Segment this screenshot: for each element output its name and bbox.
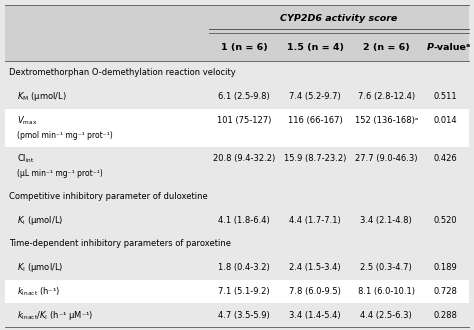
Text: 7.6 (2.8-12.4): 7.6 (2.8-12.4) bbox=[358, 92, 415, 101]
Text: 20.8 (9.4-32.2): 20.8 (9.4-32.2) bbox=[213, 154, 275, 163]
Text: 7.4 (5.2-9.7): 7.4 (5.2-9.7) bbox=[289, 92, 341, 101]
Text: 0.189: 0.189 bbox=[434, 263, 457, 272]
Bar bbox=[5, 303, 469, 327]
Text: Cl$_\mathrm{int}$: Cl$_\mathrm{int}$ bbox=[17, 153, 34, 165]
Text: 3.4 (1.4-5.4): 3.4 (1.4-5.4) bbox=[290, 311, 341, 320]
Text: Competitive inhibitory parameter of duloxetine: Competitive inhibitory parameter of dulo… bbox=[9, 192, 208, 201]
Text: $K_\mathrm{M}$ (μmol/L): $K_\mathrm{M}$ (μmol/L) bbox=[17, 90, 66, 103]
Text: 0.511: 0.511 bbox=[434, 92, 457, 101]
Bar bbox=[5, 256, 469, 280]
Text: Dextromethorphan O-demethylation reaction velocity: Dextromethorphan O-demethylation reactio… bbox=[9, 68, 236, 78]
Text: 8.1 (6.0-10.1): 8.1 (6.0-10.1) bbox=[358, 287, 415, 296]
Text: 101 (75-127): 101 (75-127) bbox=[217, 116, 271, 125]
Text: Time-dependent inhibitory parameters of paroxetine: Time-dependent inhibitory parameters of … bbox=[9, 239, 231, 248]
Text: $V_\mathrm{max}$: $V_\mathrm{max}$ bbox=[17, 115, 37, 127]
Bar bbox=[5, 5, 469, 33]
Text: 4.7 (3.5-5.9): 4.7 (3.5-5.9) bbox=[218, 311, 270, 320]
Text: 2 (n = 6): 2 (n = 6) bbox=[363, 43, 410, 51]
Text: 2.5 (0.3-4.7): 2.5 (0.3-4.7) bbox=[360, 263, 412, 272]
Text: 0.288: 0.288 bbox=[434, 311, 457, 320]
Text: 15.9 (8.7-23.2): 15.9 (8.7-23.2) bbox=[284, 154, 346, 163]
Bar bbox=[5, 208, 469, 232]
Text: 116 (66-167): 116 (66-167) bbox=[288, 116, 343, 125]
Text: $k_\mathrm{inact}$/$K_\mathrm{I}$ (h⁻¹ μM⁻¹): $k_\mathrm{inact}$/$K_\mathrm{I}$ (h⁻¹ μ… bbox=[17, 309, 93, 322]
Text: 1 (n = 6): 1 (n = 6) bbox=[221, 43, 267, 51]
Bar bbox=[5, 109, 469, 147]
Text: (μL min⁻¹ mg⁻¹ prot⁻¹): (μL min⁻¹ mg⁻¹ prot⁻¹) bbox=[17, 169, 102, 178]
Text: 0.520: 0.520 bbox=[434, 215, 457, 225]
Text: CYP2D6 activity score: CYP2D6 activity score bbox=[280, 15, 398, 23]
Bar bbox=[5, 33, 469, 61]
Text: 4.1 (1.8-6.4): 4.1 (1.8-6.4) bbox=[218, 215, 270, 225]
Text: 6.1 (2.5-9.8): 6.1 (2.5-9.8) bbox=[218, 92, 270, 101]
Text: 4.4 (1.7-7.1): 4.4 (1.7-7.1) bbox=[289, 215, 341, 225]
Text: 0.728: 0.728 bbox=[434, 287, 457, 296]
Text: 0.426: 0.426 bbox=[434, 154, 457, 163]
Bar bbox=[5, 85, 469, 109]
Text: (pmol min⁻¹ mg⁻¹ prot⁻¹): (pmol min⁻¹ mg⁻¹ prot⁻¹) bbox=[17, 131, 112, 140]
Bar bbox=[5, 280, 469, 303]
Text: $K_\mathrm{I}$ (μmol/L): $K_\mathrm{I}$ (μmol/L) bbox=[17, 261, 63, 274]
Text: -valueᵃ: -valueᵃ bbox=[434, 43, 471, 51]
Text: 152 (136-168)ᵃ: 152 (136-168)ᵃ bbox=[355, 116, 418, 125]
Text: 4.4 (2.5-6.3): 4.4 (2.5-6.3) bbox=[360, 311, 412, 320]
Bar bbox=[5, 147, 469, 184]
Text: 1.5 (n = 4): 1.5 (n = 4) bbox=[287, 43, 344, 51]
Text: 1.8 (0.4-3.2): 1.8 (0.4-3.2) bbox=[218, 263, 270, 272]
Text: $k_\mathrm{inact}$ (h⁻¹): $k_\mathrm{inact}$ (h⁻¹) bbox=[17, 285, 60, 298]
Text: 7.8 (6.0-9.5): 7.8 (6.0-9.5) bbox=[289, 287, 341, 296]
Text: 7.1 (5.1-9.2): 7.1 (5.1-9.2) bbox=[219, 287, 270, 296]
Text: 27.7 (9.0-46.3): 27.7 (9.0-46.3) bbox=[355, 154, 418, 163]
Text: 3.4 (2.1-4.8): 3.4 (2.1-4.8) bbox=[360, 215, 412, 225]
Text: P: P bbox=[427, 43, 434, 51]
Text: $K_\mathrm{i}$ (μmol/L): $K_\mathrm{i}$ (μmol/L) bbox=[17, 214, 63, 227]
Text: 2.4 (1.5-3.4): 2.4 (1.5-3.4) bbox=[290, 263, 341, 272]
Text: 0.014: 0.014 bbox=[434, 116, 457, 125]
